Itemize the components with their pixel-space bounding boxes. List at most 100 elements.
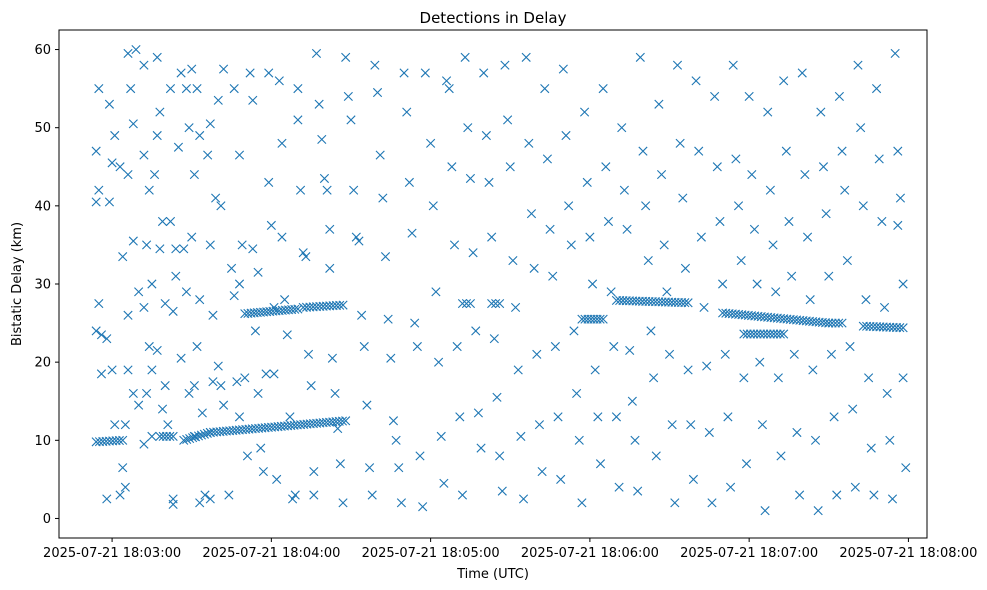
data-point-321 (797, 68, 807, 78)
data-point-304 (752, 279, 762, 289)
data-point-10 (107, 158, 117, 168)
data-point-168 (388, 416, 399, 426)
data-point-80 (195, 498, 205, 508)
data-point-375 (165, 431, 175, 441)
data-point-121 (274, 76, 284, 86)
data-point-311 (771, 287, 781, 297)
data-point-202 (481, 130, 491, 141)
data-point-86 (208, 377, 218, 387)
data-point-177 (412, 341, 422, 352)
data-point-214 (513, 365, 523, 375)
axes: 0 10 20 30 40 50 60 2025-07-21 18:03:00 2025-07-… (34, 43, 977, 561)
data-point-244 (593, 412, 603, 422)
data-point-153 (349, 185, 359, 195)
data-point-102 (237, 240, 247, 250)
data-point-277 (680, 263, 691, 273)
data-point-43 (147, 431, 157, 441)
data-point-284 (699, 302, 709, 313)
data-point-305 (755, 357, 765, 367)
data-point-185 (436, 431, 446, 441)
data-point-227 (548, 271, 558, 281)
data-point-62 (176, 68, 186, 78)
data-point-35 (144, 185, 154, 195)
data-point-220 (529, 263, 539, 273)
y-tick-label: 50 (34, 121, 51, 136)
data-point-313 (776, 451, 786, 461)
data-point-24 (123, 169, 133, 180)
data-point-561 (895, 323, 905, 333)
data-point-242 (587, 279, 598, 289)
data-point-123 (277, 232, 287, 242)
data-point-248 (603, 216, 614, 227)
data-point-50 (160, 298, 170, 309)
data-point-186 (439, 478, 449, 488)
data-point-132 (298, 248, 308, 258)
y-tick-label: 10 (34, 434, 51, 449)
chart-title: Detections in Delay (420, 9, 567, 27)
data-point-207 (495, 451, 505, 461)
data-point-230 (556, 474, 566, 484)
data-point-3 (91, 197, 101, 207)
data-point-61 (160, 381, 170, 391)
data-point-83 (203, 150, 213, 160)
data-point-303 (749, 224, 760, 234)
data-point-141 (319, 173, 330, 184)
data-point-224 (540, 84, 550, 94)
data-point-278 (683, 365, 693, 375)
data-point-157 (359, 341, 369, 352)
data-point-237 (574, 435, 584, 445)
data-point-122 (277, 138, 287, 148)
data-point-154 (351, 232, 361, 242)
data-point-308 (763, 107, 773, 117)
data-point-271 (664, 349, 675, 359)
data-point-13 (115, 162, 125, 172)
data-point-534 (830, 318, 841, 328)
data-point-268 (656, 169, 667, 180)
data-point-189 (447, 162, 457, 172)
data-point-46 (152, 130, 162, 141)
data-point-289 (712, 162, 722, 172)
data-point-545 (765, 329, 775, 339)
data-point-231 (558, 64, 568, 74)
data-point-38 (139, 302, 149, 313)
data-point-136 (309, 466, 319, 477)
data-point-317 (787, 271, 797, 281)
data-point-464 (487, 298, 497, 309)
data-point-341 (850, 482, 860, 492)
data-point-276 (678, 193, 688, 203)
data-point-459 (335, 300, 345, 310)
data-point-188 (444, 84, 454, 94)
data-point-251 (611, 412, 622, 422)
data-point-384 (199, 429, 209, 439)
data-point-279 (686, 420, 696, 430)
data-point-129 (293, 84, 303, 94)
data-point-547 (772, 329, 782, 339)
data-point-380 (188, 433, 198, 443)
data-point-131 (295, 185, 306, 195)
data-point-30 (128, 388, 138, 399)
data-point-160 (367, 490, 377, 500)
data-point-293 (723, 412, 733, 422)
data-point-260 (635, 52, 645, 62)
data-point-338 (842, 255, 852, 266)
data-point-19 (118, 463, 128, 473)
data-point-215 (516, 431, 526, 441)
data-point-371 (118, 435, 128, 445)
data-point-533 (827, 318, 837, 328)
data-point-273 (670, 498, 680, 508)
data-point-161 (370, 60, 380, 70)
x-tick-label: 2025-07-21 18:06:00 (521, 546, 659, 561)
data-point-103 (234, 279, 245, 289)
data-point-429 (341, 416, 351, 426)
data-point-12 (110, 130, 120, 141)
data-point-82 (205, 119, 215, 129)
data-point-17 (110, 420, 120, 430)
data-point-343 (856, 123, 866, 133)
data-point-48 (157, 216, 168, 227)
data-point-109 (253, 267, 263, 277)
data-point-75 (187, 232, 197, 242)
data-point-142 (322, 185, 332, 195)
data-point-298 (736, 255, 746, 266)
data-point-119 (269, 369, 279, 379)
data-point-77 (192, 341, 202, 352)
